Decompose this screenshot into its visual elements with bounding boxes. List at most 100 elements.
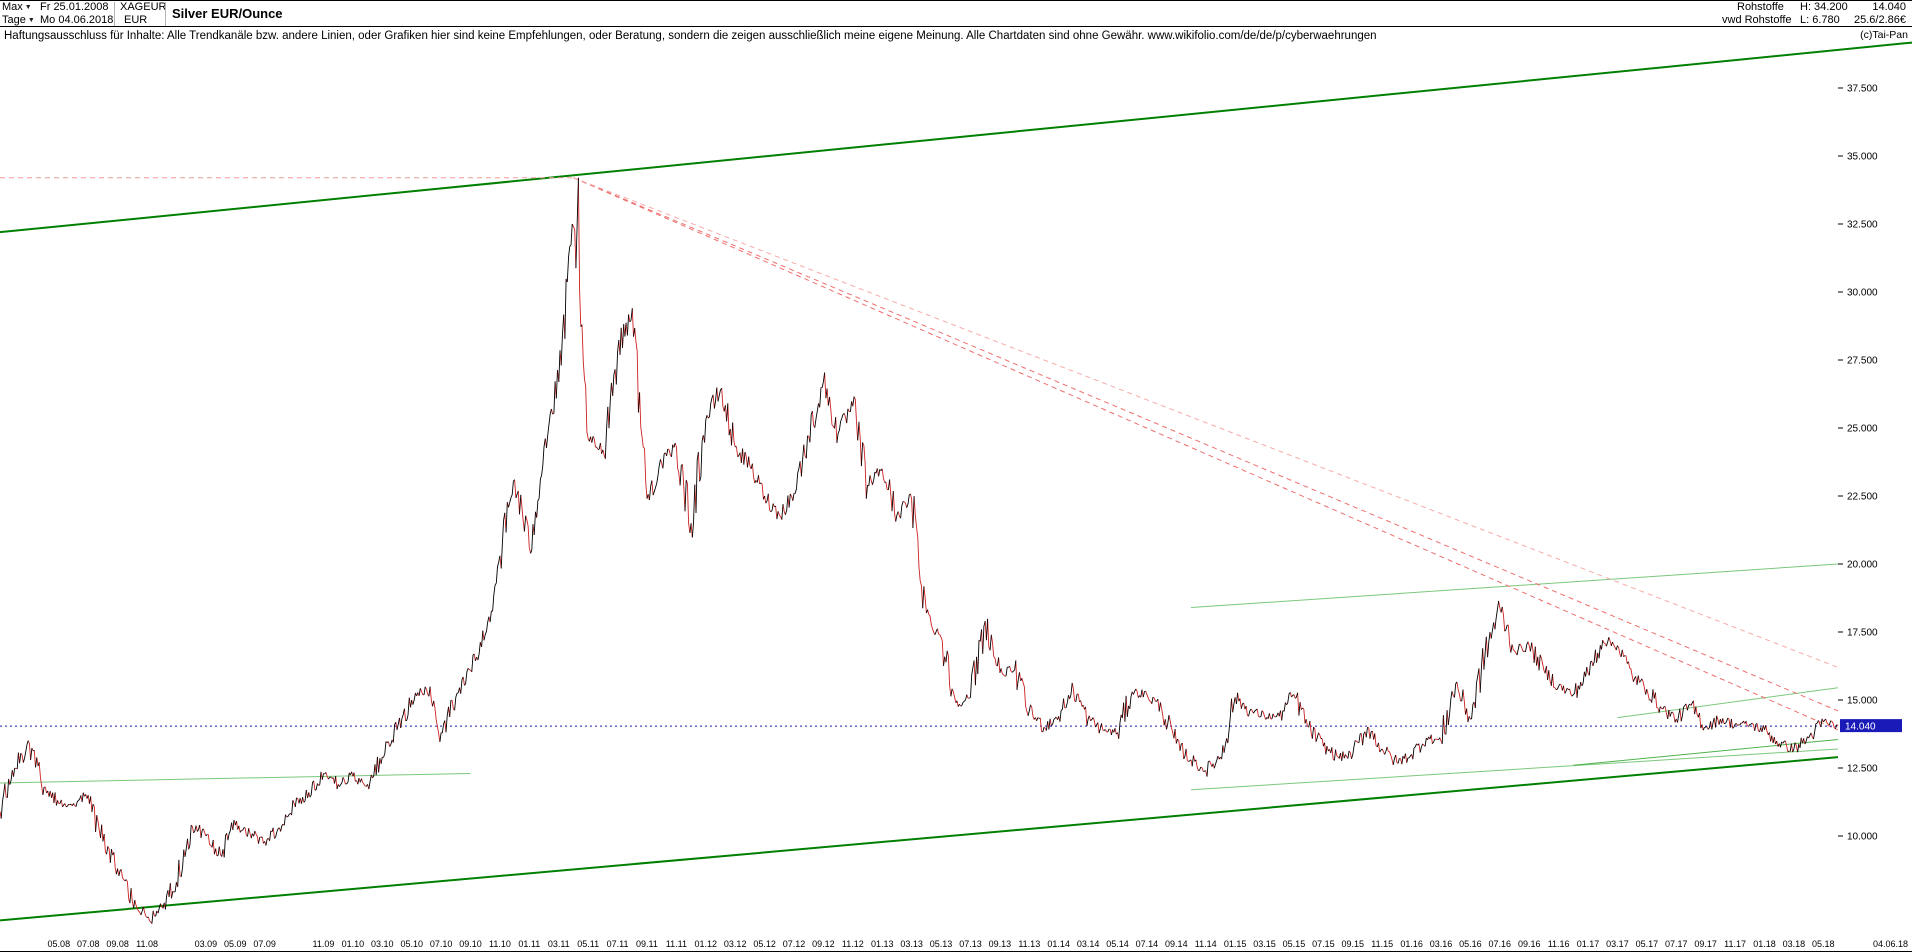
high-value: H: 34.200	[1800, 1, 1848, 13]
x-axis-label: 05.09	[224, 939, 247, 949]
x-axis-label: 05.16	[1459, 939, 1482, 949]
feed-name: Rohstoffe	[1737, 1, 1784, 13]
x-axis-label: 05.08	[48, 939, 71, 949]
x-axis-label: 05.11	[577, 939, 599, 949]
trendline-fan-3	[573, 177, 1839, 668]
range-start-date[interactable]: Fr 25.01.2008	[40, 1, 109, 13]
trendline-fan-1	[573, 177, 1839, 712]
x-axis-label: 01.16	[1400, 939, 1423, 949]
current-price-tag	[1840, 719, 1902, 733]
x-axis-label: 05.18	[1812, 939, 1835, 949]
copyright-label: (c)Tai-Pan	[1860, 29, 1908, 41]
x-axis-label: 07.09	[253, 939, 276, 949]
x-axis-label: 01.18	[1753, 939, 1776, 949]
x-axis-label: 07.08	[77, 939, 100, 949]
y-axis-label: 22.500	[1847, 492, 1878, 503]
price-series-down	[0, 177, 1839, 924]
price-series-up	[0, 177, 1838, 924]
header-bar: Max ▼ Fr 25.01.2008 XAGEUR Tage ▼ Mo 04.06…	[0, 1, 1912, 27]
y-axis-label: 20.000	[1847, 560, 1878, 571]
x-axis-label: 03.14	[1077, 939, 1100, 949]
last-value: 14.040	[1872, 1, 1906, 13]
chevron-down-icon: ▼	[24, 4, 32, 11]
x-axis-label: 01.13	[871, 939, 894, 949]
x-axis-label: 11.09	[313, 939, 335, 949]
x-axis-label: 03.09	[195, 939, 218, 949]
current-price-tag-label: 14.040	[1845, 722, 1876, 733]
trendline-support-old	[0, 772, 471, 784]
feed-name-2: vwd Rohstoffe	[1722, 14, 1792, 26]
x-axis-label: 01.12	[695, 939, 718, 949]
x-axis-label: 01.15	[1224, 939, 1247, 949]
y-axis-label: 37.500	[1847, 84, 1878, 95]
trendline-support-recent	[1190, 748, 1839, 791]
x-axis-label: 07.11	[607, 939, 629, 949]
x-axis-label: 09.10	[459, 939, 482, 949]
y-axis-label: 27.500	[1847, 356, 1878, 367]
x-axis-label: 11.14	[1195, 939, 1217, 949]
y-axis-label: 12.500	[1847, 764, 1878, 775]
x-axis-label: 07.17	[1665, 939, 1688, 949]
x-axis-label: 07.10	[430, 939, 453, 949]
x-axis-label: 09.12	[812, 939, 835, 949]
x-axis-label: 03.11	[548, 939, 570, 949]
trendline-fan-2	[573, 177, 1839, 731]
x-axis-label: 03.10	[371, 939, 394, 949]
trendline-channel-top	[0, 41, 1912, 234]
header-divider	[165, 2, 166, 26]
y-axis-label: 25.000	[1847, 424, 1878, 435]
x-axis-label: 05.10	[400, 939, 423, 949]
x-axis-label: 09.17	[1694, 939, 1717, 949]
x-axis-label: 07.16	[1489, 939, 1512, 949]
x-axis-label: 09.13	[989, 939, 1012, 949]
trendline-support-recent-2	[1573, 738, 1839, 766]
x-axis-label: 11.10	[489, 939, 511, 949]
x-axis-label: 09.15	[1342, 939, 1365, 949]
y-axis-label: 30.000	[1847, 288, 1878, 299]
x-axis-label: 11.08	[136, 939, 158, 949]
x-axis-label: 05.17	[1636, 939, 1659, 949]
x-axis-label: 01.11	[518, 939, 540, 949]
chevron-down-icon: ▼	[27, 17, 35, 24]
x-axis-label: 09.11	[636, 939, 658, 949]
x-axis-label: 03.15	[1253, 939, 1276, 949]
x-axis-label: 05.13	[930, 939, 953, 949]
x-axis-label: 07.13	[959, 939, 982, 949]
x-axis-label: 11.15	[1371, 939, 1393, 949]
y-axis-label: 10.000	[1847, 832, 1878, 843]
period-dropdown[interactable]: Tage ▼	[2, 14, 35, 27]
value-detail: 25.6/2.86€	[1854, 14, 1906, 26]
x-axis-label: 03.16	[1430, 939, 1453, 949]
x-axis-label: 05.14	[1106, 939, 1129, 949]
disclaimer-text: Haftungsausschluss für Inhalte: Alle Tre…	[4, 30, 1377, 42]
range-end-date[interactable]: Mo 04.06.2018	[40, 14, 114, 26]
x-axis-label: 01.17	[1577, 939, 1600, 949]
trendline-resistance-mid	[1190, 563, 1839, 609]
range-dropdown[interactable]: Max ▼	[2, 1, 32, 14]
x-axis-label: 03.17	[1606, 939, 1629, 949]
x-axis-label: 11.13	[1018, 939, 1040, 949]
y-axis-label: 32.500	[1847, 220, 1878, 231]
x-axis-label: 09.08	[106, 939, 129, 949]
trendline-resistance-short	[1617, 687, 1839, 719]
x-axis-label: 03.18	[1783, 939, 1806, 949]
x-axis-label: 01.14	[1047, 939, 1070, 949]
x-axis-label: 03.12	[724, 939, 747, 949]
header-divider	[114, 2, 115, 26]
x-axis-label: 11.12	[842, 939, 864, 949]
x-axis-label: 11.16	[1548, 939, 1570, 949]
symbol-code: XAGEUR	[120, 1, 167, 13]
period-dropdown-label: Tage	[2, 14, 26, 26]
x-axis-label: 03.13	[900, 939, 923, 949]
x-axis-last-date: 04.06.18	[1873, 939, 1908, 949]
low-value: L: 6.780	[1800, 14, 1840, 26]
x-axis-label: 05.12	[753, 939, 776, 949]
x-axis-label: 09.14	[1165, 939, 1188, 949]
x-axis-label: 05.15	[1283, 939, 1306, 949]
y-axis-label: 17.500	[1847, 628, 1878, 639]
x-axis-label: 11.17	[1724, 939, 1746, 949]
x-axis-label: 07.15	[1312, 939, 1335, 949]
chart-title: Silver EUR/Ounce	[172, 6, 283, 21]
